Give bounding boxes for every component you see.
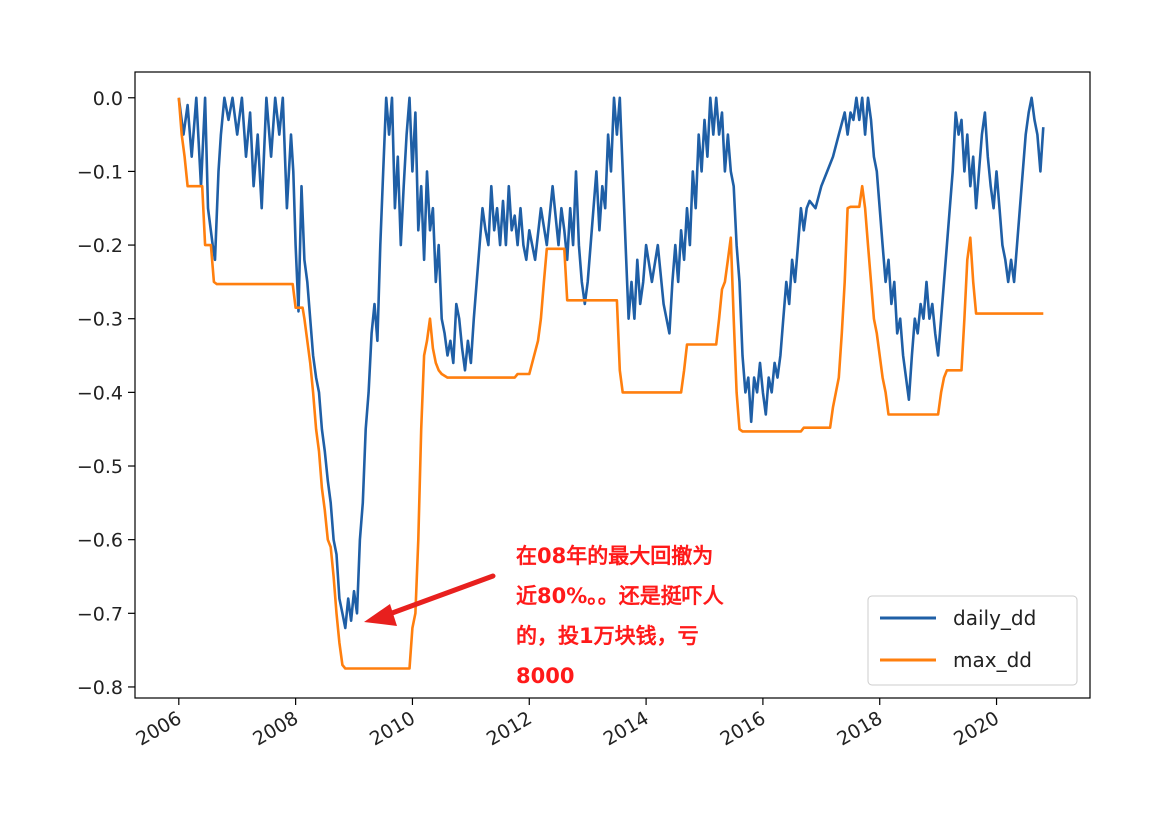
y-tick-label: 0.0 [93,88,123,110]
y-tick-label: −0.2 [77,235,123,257]
x-axis-ticks: 2006 2008 2010 2012 2014 2016 2018 2020 [132,698,1003,751]
plot-frame [134,71,1091,699]
legend-label-max-dd: max_dd [953,648,1032,672]
x-tick-label: 2014 [600,707,653,750]
legend-label-daily-dd: daily_dd [953,606,1036,630]
series-line-daily-dd [177,96,1045,630]
y-tick-label: −0.1 [77,161,123,183]
x-tick-label: 2020 [950,707,1003,750]
x-tick-label: 2010 [366,707,419,750]
annotation: 在08年的最大回撤为 近80%。。还是挺吓人 的，投1万块钱，亏 8000 [364,542,726,690]
annotation-arrow-head [364,604,397,626]
y-tick-label: −0.8 [77,677,123,699]
annotation-line-2: 近80%。。还是挺吓人 [516,584,724,608]
x-tick-label: 2018 [833,707,886,750]
y-axis-ticks: 0.0 −0.1 −0.2 −0.3 −0.4 −0.5 −0.6 −0.7 −0.8 [77,88,135,699]
x-tick-label: 2012 [483,707,536,750]
y-tick-label: −0.4 [77,382,123,404]
y-tick-label: −0.6 [77,530,123,552]
x-tick-label: 2016 [717,707,770,750]
annotation-line-3: 的，投1万块钱，亏 [516,624,699,648]
legend: daily_dd max_dd [867,595,1078,686]
annotation-line-1: 在08年的最大回撤为 [516,544,713,568]
y-tick-label: −0.7 [77,603,123,625]
series-layer [177,96,1045,670]
x-tick-label: 2008 [249,707,302,750]
y-tick-label: −0.5 [77,456,123,478]
annotation-arrow-shaft [381,573,496,619]
series-line-max-dd [177,97,1044,670]
annotation-line-4: 8000 [516,664,574,688]
y-tick-label: −0.3 [77,309,123,331]
x-tick-label: 2006 [132,707,185,750]
